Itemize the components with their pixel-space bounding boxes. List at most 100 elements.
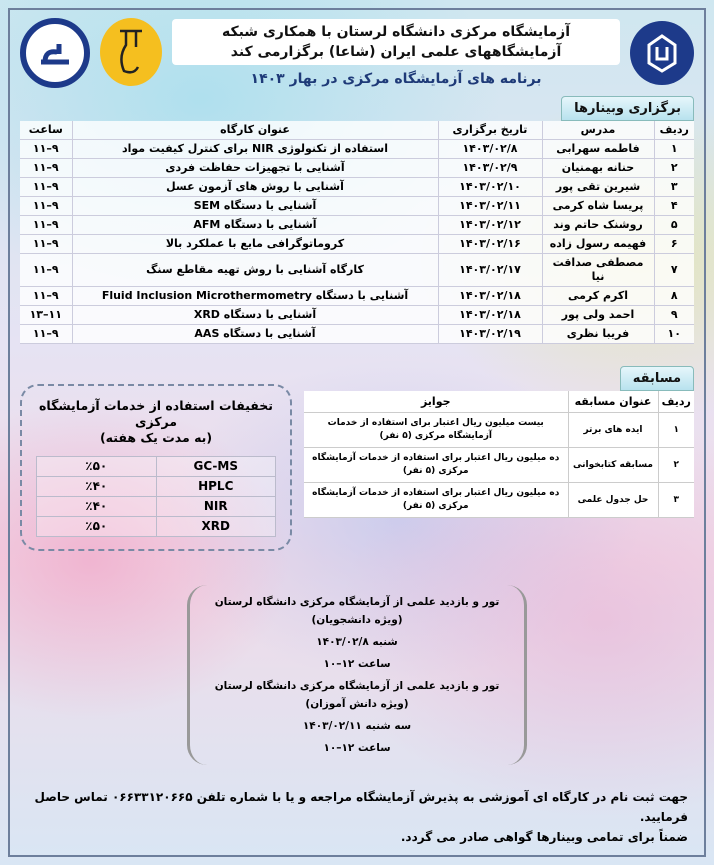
table-cell: ایده های برتر (568, 412, 659, 448)
table-cell: ۱۴۰۳/۰۲/۱۹ (438, 324, 543, 344)
table-cell: روشنک حاتم وند (542, 215, 655, 235)
table-row: ۳ شیرین تقی پور ۱۴۰۳/۰۲/۱۰ آشنایی با روش ها… (20, 177, 694, 197)
partner-logos (20, 18, 162, 88)
table-cell: ۷ (654, 253, 694, 287)
table-row: ۵ روشنک حاتم وند ۱۴۰۳/۰۲/۱۲ آشنایی با دستگا… (20, 215, 694, 235)
table-cell: ده میلیون ریال اعتبار برای استفاده از خد… (304, 482, 569, 518)
column-header: جوایز (304, 391, 569, 413)
contest-heading: مسابقه (619, 366, 694, 391)
table-cell: ۳ (654, 177, 694, 197)
table-cell: ۴ (654, 196, 694, 216)
table-row: ۶ فهیمه رسول زاده ۱۴۰۳/۰۲/۱۶ کروماتوگرافی م… (20, 234, 694, 254)
central-lab-logo (20, 18, 90, 88)
tour-line: شنبه ۱۴۰۳/۰۲/۸ (316, 636, 398, 648)
table-cell: ۹–۱۱ (20, 215, 73, 235)
column-header: عنوان کارگاه (72, 121, 439, 140)
webinars-heading: برگزاری وبینارها (561, 96, 694, 121)
table-row: ۱ ایده های برتر بیست میلیون ریال اعتبار بر… (304, 412, 694, 448)
discounts-subtitle: (به مدت یک هفته) (99, 430, 213, 445)
tour-box: تور و بازدید علمی از آزمایشگاه مرکزی دان… (187, 585, 527, 765)
table-cell: ۸ (654, 286, 694, 306)
discounts-box: تخفیفات استفاده از خدمات آزمایشگاه مرکزی… (20, 384, 292, 551)
header-row: ردیف مدرس تاریخ برگزاری عنوان کارگاه ساعت (20, 121, 694, 140)
table-cell: آشنایی با تجهیزات حفاظت فردی (72, 158, 439, 178)
webinars-section: برگزاری وبینارها ردیف مدرس تاریخ برگزاری عن… (20, 96, 694, 344)
table-cell: ۹–۱۱ (20, 139, 73, 159)
table-cell: آشنایی با دستگاه AFM (72, 215, 439, 235)
instrument-cell: GC-MS (155, 456, 276, 477)
tour-line: ساعت ۱۲–۱۰ (323, 658, 391, 670)
table-cell: ۹–۱۱ (20, 196, 73, 216)
table-cell: ۱ (658, 412, 694, 448)
table-row: ۷ مصطفی صداقت نیا ۱۴۰۳/۰۲/۱۷ کارگاه آشنایی … (20, 253, 694, 287)
instrument-cell: HPLC (155, 476, 276, 497)
table-cell: ۱ (654, 139, 694, 159)
table-cell: پریسا شاه کرمی (542, 196, 655, 216)
table-cell: آشنایی با دستگاه XRD (72, 305, 439, 325)
table-cell: ۱۰ (654, 324, 694, 344)
footer-note: جهت ثبت نام در کارگاه ای آموزشی به پذیرش… (20, 787, 694, 847)
table-cell: فاطمه سهرابی (542, 139, 655, 159)
discounts-table: ٪۵۰ GC-MS ٪۴۰ HPLC ٪۴۰ NIR ٪۵۰ XRD (36, 456, 276, 537)
tour-line: تور و بازدید علمی از آزمایشگاه مرکزی دان… (214, 680, 500, 710)
table-row: ۲ حنانه بهمنیان ۱۴۰۳/۰۲/۹ آشنایی با تجهیزات… (20, 158, 694, 178)
header: آزمایشگاه مرکزی دانشگاه لرستان با همکاری… (20, 18, 694, 88)
table-cell: ۱۴۰۳/۰۲/۱۸ (438, 305, 543, 325)
shaa-logo (100, 18, 162, 86)
subtitle: برنامه های آزمایشگاه مرکزی در بهار ۱۴۰۳ (250, 71, 542, 87)
percent-cell: ٪۵۰ (36, 516, 157, 537)
column-header: مدرس (542, 121, 655, 140)
table-cell: مسابقه کتابخوانی (568, 447, 659, 483)
table-cell: حنانه بهمنیان (542, 158, 655, 178)
table-row: ۱۰ فریبا نظری ۱۴۰۳/۰۲/۱۹ آشنایی با دستگاه A… (20, 324, 694, 344)
table-cell: ۹–۱۱ (20, 177, 73, 197)
column-header: تاریخ برگزاری (438, 121, 543, 140)
table-cell: آشنایی با روش های آزمون عسل (72, 177, 439, 197)
table-cell: اکرم کرمی (542, 286, 655, 306)
table-cell: ۱۴۰۳/۰۲/۱۸ (438, 286, 543, 306)
webinars-table: ردیف مدرس تاریخ برگزاری عنوان کارگاه ساعت ۱ فا… (20, 121, 694, 344)
table-cell: ۹–۱۱ (20, 286, 73, 306)
table-row: ۳ حل جدول علمی ده میلیون ریال اعتبار برای … (304, 482, 694, 518)
discounts-title-text: تخفیفات استفاده از خدمات آزمایشگاه مرکزی (39, 398, 273, 429)
table-row: ۴ پریسا شاه کرمی ۱۴۰۳/۰۲/۱۱ آشنایی با دستگا… (20, 196, 694, 216)
table-cell: ۵ (654, 215, 694, 235)
central-lab-mark-icon (41, 44, 69, 65)
table-cell: ۱۴۰۳/۰۲/۸ (438, 139, 543, 159)
table-cell: کارگاه آشنایی با روش تهیه مقاطع سنگ (72, 253, 439, 287)
table-cell: ۲ (658, 447, 694, 483)
tour-line: تور و بازدید علمی از آزمایشگاه مرکزی دان… (214, 596, 500, 626)
column-header: ردیف (654, 121, 694, 140)
table-row: ٪۴۰ HPLC (36, 476, 276, 497)
table-row: ۲ مسابقه کتابخوانی ده میلیون ریال اعتبار ب… (304, 447, 694, 483)
footer-line-2: ضمناً برای تمامی وبینارها گواهی صادر می … (400, 830, 688, 844)
table-cell: ده میلیون ریال اعتبار برای استفاده از خد… (304, 447, 569, 483)
table-cell: آشنایی با دستگاه SEM (72, 196, 439, 216)
poster-frame: آزمایشگاه مرکزی دانشگاه لرستان با همکاری… (8, 8, 706, 857)
table-cell: حل جدول علمی (568, 482, 659, 518)
table-cell: ۹ (654, 305, 694, 325)
contest-tab-row: مسابقه (304, 366, 694, 391)
table-row: ٪۵۰ GC-MS (36, 456, 276, 477)
table-cell: ۹–۱۱ (20, 234, 73, 254)
table-cell: ۲ (654, 158, 694, 178)
table-row: ۹ احمد ولی پور ۱۴۰۳/۰۲/۱۸ آشنایی با دستگاه … (20, 305, 694, 325)
table-cell: آشنایی با دستگاه AAS (72, 324, 439, 344)
table-cell: ۹–۱۱ (20, 158, 73, 178)
title-area: آزمایشگاه مرکزی دانشگاه لرستان با همکاری… (172, 19, 620, 87)
percent-cell: ٪۴۰ (36, 496, 157, 517)
table-row: ۸ اکرم کرمی ۱۴۰۳/۰۲/۱۸ آشنایی با دستگاه Flu… (20, 286, 694, 306)
table-cell: ۶ (654, 234, 694, 254)
title-line-2: آزمایشگاههای علمی ایران (شاعا) برگزارمی … (230, 44, 562, 60)
tour-line: سه شنبه ۱۴۰۳/۰۲/۱۱ (302, 720, 412, 732)
column-header: عنوان مسابقه (568, 391, 659, 413)
university-emblem-icon (647, 34, 677, 73)
table-cell: ۱۴۰۳/۰۲/۹ (438, 158, 543, 178)
table-cell: احمد ولی پور (542, 305, 655, 325)
table-cell: استفاده از تکنولوژی NIR برای کنترل کیفیت… (72, 139, 439, 159)
footer-line-1: جهت ثبت نام در کارگاه ای آموزشی به پذیرش… (34, 790, 688, 824)
table-cell: ۳ (658, 482, 694, 518)
discounts-title: تخفیفات استفاده از خدمات آزمایشگاه مرکزی… (36, 398, 276, 446)
table-cell: ۱۴۰۳/۰۲/۱۶ (438, 234, 543, 254)
table-row: ٪۴۰ NIR (36, 496, 276, 517)
